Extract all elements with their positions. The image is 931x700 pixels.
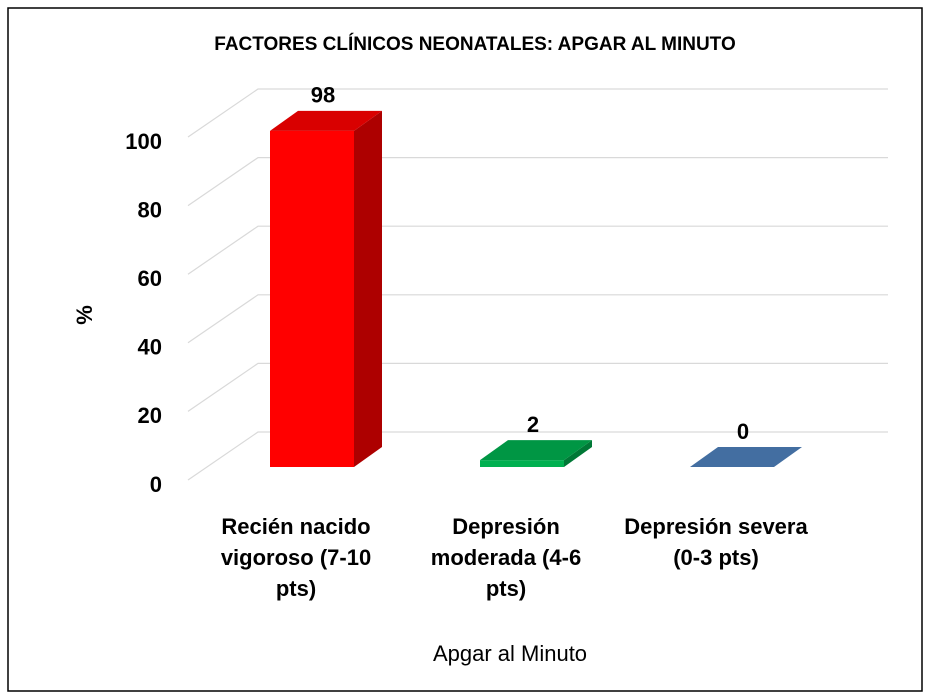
bar-front xyxy=(480,460,564,467)
bar-side xyxy=(564,440,592,467)
y-axis-title: % xyxy=(72,305,97,325)
grid-line xyxy=(187,88,888,138)
y-tick-label: 100 xyxy=(125,129,162,154)
y-tick-label: 0 xyxy=(150,472,162,497)
y-tick-label: 20 xyxy=(138,403,162,428)
y-tick-label: 60 xyxy=(138,266,162,291)
bar xyxy=(690,447,802,467)
grid-line xyxy=(187,294,888,344)
x-tick-label: Depresión moderada (4-6 pts) xyxy=(430,514,582,601)
bar-side xyxy=(354,110,382,468)
data-label: 98 xyxy=(311,83,335,108)
y-tick-label: 80 xyxy=(138,197,162,222)
chart-border xyxy=(7,7,923,692)
grid-line xyxy=(187,157,888,207)
grid-line xyxy=(187,362,888,412)
x-tick-label: Recién nacido vigoroso (7-10 pts) xyxy=(220,514,372,601)
x-axis-title: Apgar al Minuto xyxy=(433,641,587,666)
bar-front xyxy=(270,130,354,468)
y-tick-label: 40 xyxy=(138,335,162,360)
chart-title: FACTORES CLÍNICOS NEONATALES: APGAR AL M… xyxy=(214,33,735,55)
grid-line xyxy=(187,225,888,275)
bar-top xyxy=(480,440,592,461)
bar xyxy=(270,110,382,468)
bar xyxy=(480,440,592,467)
bar-top xyxy=(690,447,802,467)
data-label: 2 xyxy=(527,412,539,437)
grid-line xyxy=(187,431,888,481)
data-label: 0 xyxy=(737,419,749,444)
bar-top xyxy=(270,110,382,131)
x-tick-label: Depresión severa (0-3 pts) xyxy=(624,514,808,570)
